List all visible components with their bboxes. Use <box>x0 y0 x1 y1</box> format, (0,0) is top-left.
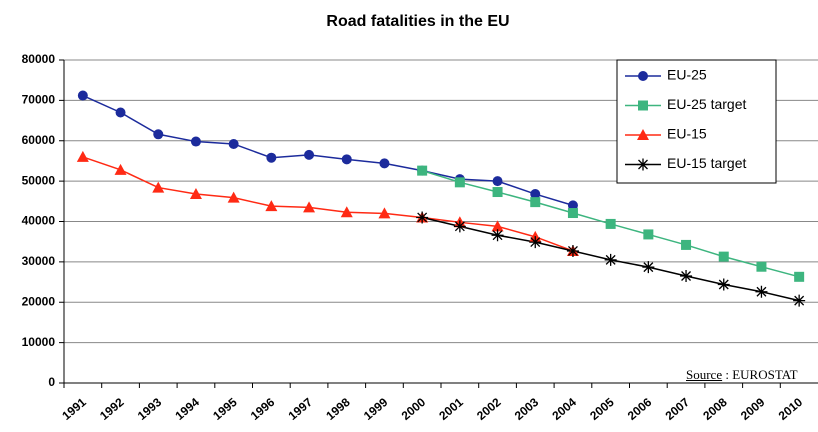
point <box>453 220 466 233</box>
point <box>642 261 655 274</box>
point <box>115 107 126 118</box>
series-line <box>82 156 574 252</box>
legend-marker <box>637 158 649 171</box>
point <box>153 129 164 140</box>
point <box>491 220 504 232</box>
x-tick-label: 1996 <box>248 395 278 423</box>
point <box>266 152 277 163</box>
point <box>755 285 768 298</box>
x-tick-label: 1991 <box>59 395 89 423</box>
point <box>152 181 165 193</box>
point <box>680 270 693 283</box>
legend-label: EU-15 target <box>667 155 746 171</box>
y-tick-label: 60000 <box>22 133 56 147</box>
x-tick-label: 1998 <box>323 395 353 423</box>
point <box>227 191 240 203</box>
point <box>341 154 352 165</box>
point <box>417 165 428 176</box>
y-tick-label: 20000 <box>22 294 56 308</box>
x-tick-label: 2010 <box>776 395 806 423</box>
y-tick-label: 70000 <box>22 93 56 107</box>
y-tick-label: 30000 <box>22 254 56 268</box>
point <box>228 138 239 149</box>
point <box>566 244 579 257</box>
legend-marker <box>638 71 648 81</box>
point <box>529 236 542 249</box>
x-tick-label: 2002 <box>474 395 504 423</box>
point <box>491 229 504 242</box>
x-tick-label: 2007 <box>663 395 693 423</box>
y-tick-label: 80000 <box>22 52 56 66</box>
x-tick-label: 1992 <box>97 395 127 423</box>
legend-label: EU-25 target <box>667 96 746 112</box>
source-name: : EUROSTAT <box>725 367 798 382</box>
x-tick-label: 2006 <box>625 395 655 423</box>
legend-label: EU-15 <box>667 126 707 142</box>
point <box>793 294 806 307</box>
point <box>304 149 315 160</box>
point <box>718 251 729 262</box>
point <box>416 211 429 224</box>
x-tick-label: 2005 <box>587 395 617 423</box>
x-tick-label: 2008 <box>700 395 730 423</box>
point <box>340 206 353 218</box>
y-tick-label: 10000 <box>22 335 56 349</box>
x-tick-label: 2000 <box>399 395 429 423</box>
point <box>492 187 503 198</box>
point <box>378 207 391 219</box>
x-tick-label: 1995 <box>210 395 240 423</box>
point <box>303 201 316 213</box>
series-line <box>82 94 574 207</box>
point <box>492 176 503 187</box>
legend-marker <box>637 129 649 140</box>
point <box>114 163 127 175</box>
point <box>605 218 616 229</box>
point <box>454 177 465 188</box>
x-tick-label: 1994 <box>172 395 202 423</box>
legend-marker <box>638 100 648 111</box>
x-tick-label: 2004 <box>549 395 579 423</box>
point <box>567 200 578 211</box>
point <box>530 197 541 208</box>
point <box>794 271 805 282</box>
point <box>567 208 578 219</box>
x-tick-label: 2009 <box>738 395 768 423</box>
legend-label: EU-25 <box>667 67 707 83</box>
point <box>190 136 201 147</box>
source-note: Source : EUROSTAT <box>686 367 798 383</box>
x-tick-label: 1997 <box>286 395 316 423</box>
point <box>379 158 390 169</box>
point <box>530 189 541 200</box>
point <box>76 150 89 162</box>
point <box>189 188 202 200</box>
x-tick-label: 1999 <box>361 395 391 423</box>
x-tick-label: 2001 <box>436 395 466 423</box>
point <box>756 261 767 272</box>
y-tick-label: 40000 <box>22 214 56 228</box>
chart-title: Road fatalities in the EU <box>326 13 509 30</box>
x-tick-label: 1993 <box>135 395 165 423</box>
source-label: Source <box>686 367 723 382</box>
y-tick-label: 0 <box>48 375 55 389</box>
point <box>265 200 278 212</box>
point <box>681 239 692 250</box>
x-tick-label: 2003 <box>512 395 542 423</box>
point <box>77 90 88 101</box>
point <box>604 253 617 266</box>
y-tick-label: 50000 <box>22 173 56 187</box>
point <box>717 278 730 291</box>
point <box>643 229 654 240</box>
